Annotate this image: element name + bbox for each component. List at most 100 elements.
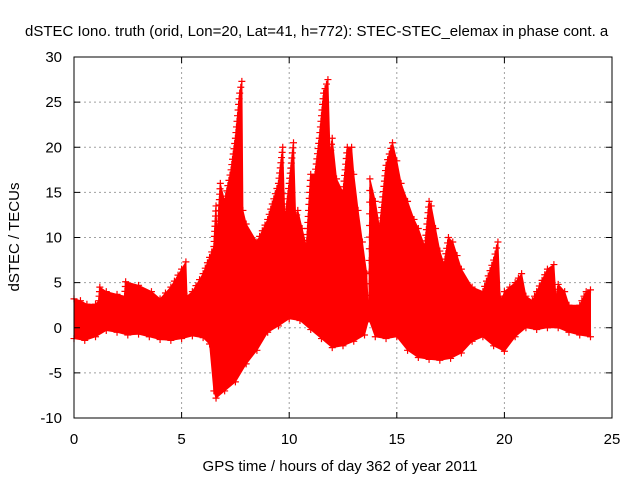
data-point — [293, 211, 301, 219]
data-point — [239, 206, 247, 214]
data-point — [242, 220, 250, 228]
data-point — [277, 159, 285, 167]
data-point — [178, 335, 186, 343]
data-point — [285, 315, 293, 323]
data-point — [506, 283, 514, 291]
data-point — [494, 238, 502, 246]
data-point — [350, 170, 358, 178]
data-point — [256, 232, 264, 240]
data-point — [393, 333, 401, 341]
data-point — [468, 283, 476, 291]
data-point — [479, 333, 487, 341]
data-point — [226, 171, 234, 179]
data-point — [281, 215, 289, 223]
data-point — [278, 154, 286, 162]
x-tick-label: 25 — [604, 431, 621, 448]
data-point — [543, 265, 551, 273]
data-point — [267, 205, 275, 213]
data-point — [427, 202, 435, 210]
data-point — [490, 342, 498, 350]
data-point — [161, 289, 169, 297]
y-tick-label: 20 — [45, 139, 62, 156]
data-point — [170, 277, 178, 285]
data-point — [361, 331, 369, 339]
data-point — [278, 148, 286, 156]
y-tick-label: -5 — [49, 365, 62, 382]
data-point — [522, 324, 530, 332]
data-point — [174, 271, 182, 279]
data-point — [511, 333, 519, 341]
data-point — [317, 335, 325, 343]
data-point — [275, 174, 283, 182]
data-point — [580, 292, 588, 300]
data-point — [486, 267, 494, 275]
data-point — [135, 281, 143, 289]
data-point — [481, 282, 489, 290]
data-point — [453, 252, 461, 260]
data-point — [113, 328, 121, 336]
data-point — [282, 205, 290, 213]
data-point — [365, 245, 373, 253]
data-point — [228, 161, 236, 169]
data-point — [538, 276, 546, 284]
data-point — [457, 265, 465, 273]
x-axis-label: GPS time / hours of day 362 of year 2011 — [203, 458, 478, 475]
data-point — [306, 188, 314, 196]
data-point — [188, 332, 196, 340]
data-point — [382, 335, 390, 343]
data-point — [425, 197, 433, 205]
data-point — [432, 224, 440, 232]
x-tick-label: 15 — [388, 431, 405, 448]
data-point — [365, 256, 373, 264]
data-point — [414, 354, 422, 362]
data-point — [206, 253, 214, 261]
data-point — [490, 256, 498, 264]
data-point — [522, 292, 530, 300]
data-point — [96, 283, 104, 291]
data-point — [145, 333, 153, 341]
data-point — [282, 210, 290, 218]
data-point — [444, 239, 452, 247]
data-point — [484, 272, 492, 280]
data-point — [167, 336, 175, 344]
data-point — [554, 324, 562, 332]
data-point — [565, 301, 573, 309]
data-point — [436, 356, 444, 364]
data-point — [199, 334, 207, 342]
data-point — [216, 179, 224, 187]
y-tick-label: -10 — [40, 410, 62, 427]
data-point — [514, 274, 522, 282]
data-point — [479, 288, 487, 296]
data-point — [276, 164, 284, 172]
data-point — [586, 286, 594, 294]
data-point — [443, 244, 451, 252]
data-point — [365, 268, 373, 276]
data-point — [320, 89, 328, 97]
data-point — [365, 315, 373, 323]
y-tick-label: 5 — [54, 275, 62, 292]
data-point — [304, 218, 312, 226]
data-point — [366, 198, 374, 206]
data-point — [222, 192, 230, 200]
data-point — [227, 166, 235, 174]
plot-area — [70, 76, 594, 402]
data-point — [482, 277, 490, 285]
data-point — [493, 244, 501, 252]
data-point — [404, 197, 412, 205]
data-point — [535, 282, 543, 290]
data-point — [385, 150, 393, 158]
data-point — [221, 197, 229, 205]
data-point — [500, 288, 508, 296]
data-point — [303, 230, 311, 238]
data-point — [307, 326, 315, 334]
data-point — [533, 288, 541, 296]
data-point — [147, 288, 155, 296]
data-point — [274, 322, 282, 330]
data-point — [488, 261, 496, 269]
data-point — [273, 185, 281, 193]
data-point — [274, 179, 282, 187]
data-point — [167, 283, 175, 291]
data-point — [212, 394, 220, 402]
y-tick-label: 10 — [45, 230, 62, 247]
